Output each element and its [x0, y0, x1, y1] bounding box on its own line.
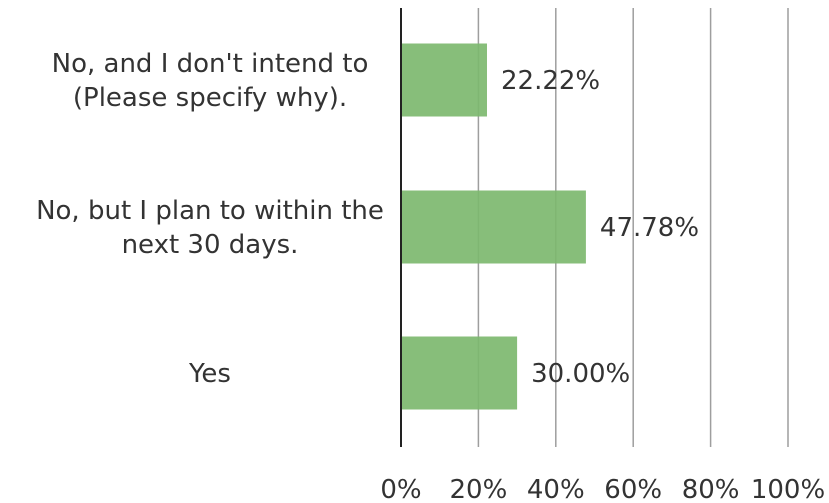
bar-1 — [402, 190, 586, 264]
category-label-line: Yes — [188, 359, 231, 389]
data-label-0: 22.22% — [501, 66, 600, 96]
category-label-line: (Please specify why). — [73, 83, 347, 113]
bar-2 — [402, 336, 518, 410]
x-tick-label-100: 100% — [751, 475, 825, 503]
x-tick-label-20: 20% — [450, 475, 508, 503]
labels: No, and I don't intend to (Please specify… — [36, 49, 699, 389]
data-label-1: 47.78% — [600, 213, 699, 243]
category-label-line: No, and I don't intend to — [52, 49, 369, 79]
x-tick-label-0: 0% — [380, 475, 421, 503]
category-label-line: next 30 days. — [122, 230, 299, 260]
bar-0 — [402, 43, 487, 117]
category-label-line: No, but I plan to within the — [36, 196, 384, 226]
bars — [402, 43, 586, 410]
x-tick-label-80: 80% — [682, 475, 740, 503]
x-tick-label-60: 60% — [604, 475, 662, 503]
category-label-1: No, but I plan to within the next 30 days… — [36, 196, 384, 260]
data-label-2: 30.00% — [531, 359, 630, 389]
x-tick-label-40: 40% — [527, 475, 585, 503]
x-axis-tick-labels: 0% 20% 40% 60% 80% 100% — [380, 475, 825, 503]
category-label-2: Yes — [188, 359, 231, 389]
category-label-0: No, and I don't intend to (Please specify… — [52, 49, 369, 113]
